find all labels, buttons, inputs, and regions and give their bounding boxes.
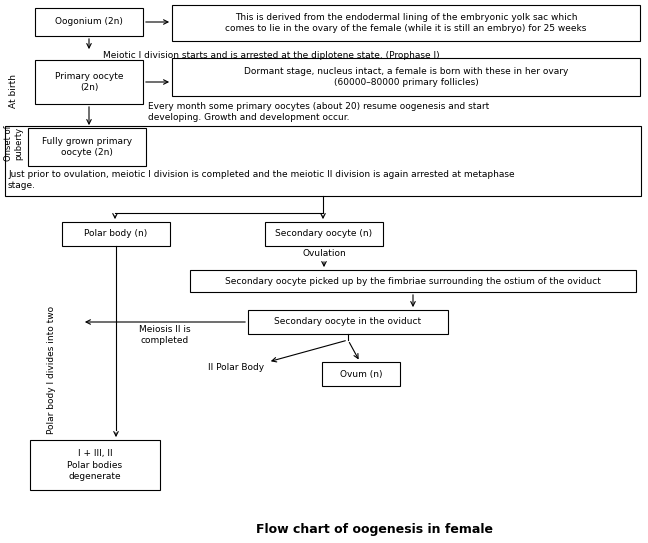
FancyBboxPatch shape [265, 222, 383, 246]
FancyBboxPatch shape [35, 8, 143, 36]
Text: Fully grown primary
oocyte (2n): Fully grown primary oocyte (2n) [42, 137, 132, 157]
Text: I + III, II
Polar bodies
degenerate: I + III, II Polar bodies degenerate [67, 450, 122, 481]
Text: Onset of
puberty: Onset of puberty [5, 125, 24, 161]
Text: At birth: At birth [10, 74, 19, 108]
Text: Secondary oocyte picked up by the fimbriae surrounding the ostium of the oviduct: Secondary oocyte picked up by the fimbri… [225, 276, 601, 286]
Text: Ovulation: Ovulation [302, 249, 346, 258]
FancyBboxPatch shape [30, 440, 160, 490]
Text: This is derived from the endodermal lining of the embryonic yolk sac which
comes: This is derived from the endodermal lini… [226, 13, 586, 33]
FancyBboxPatch shape [172, 58, 640, 96]
Text: Just prior to ovulation, meiotic I division is completed and the meiotic II divi: Just prior to ovulation, meiotic I divis… [8, 170, 515, 190]
FancyBboxPatch shape [248, 310, 448, 334]
FancyBboxPatch shape [62, 222, 170, 246]
Text: Dormant stage, nucleus intact, a female is born with these in her ovary
(60000–8: Dormant stage, nucleus intact, a female … [244, 67, 568, 87]
Text: Meiotic I division starts and is arrested at the diplotene state. (Prophase I): Meiotic I division starts and is arreste… [103, 52, 439, 60]
Text: Flow chart of oogenesis in female: Flow chart of oogenesis in female [257, 523, 494, 536]
Text: Meiosis II is
completed: Meiosis II is completed [139, 325, 191, 345]
FancyBboxPatch shape [28, 128, 146, 166]
FancyBboxPatch shape [172, 5, 640, 41]
Text: Every month some primary oocytes (about 20) resume oogenesis and start
developin: Every month some primary oocytes (about … [148, 102, 489, 122]
Text: Secondary oocyte in the oviduct: Secondary oocyte in the oviduct [275, 318, 422, 326]
Text: Ovum (n): Ovum (n) [340, 369, 382, 378]
Text: Polar body I divides into two: Polar body I divides into two [47, 306, 56, 434]
FancyBboxPatch shape [190, 270, 636, 292]
Text: Primary oocyte
(2n): Primary oocyte (2n) [54, 72, 123, 92]
Text: Secondary oocyte (n): Secondary oocyte (n) [275, 230, 373, 238]
Text: II Polar Body: II Polar Body [208, 363, 264, 372]
Text: Oogonium (2n): Oogonium (2n) [55, 17, 123, 27]
Text: Polar body (n): Polar body (n) [84, 230, 148, 238]
FancyBboxPatch shape [322, 362, 400, 386]
FancyBboxPatch shape [35, 60, 143, 104]
